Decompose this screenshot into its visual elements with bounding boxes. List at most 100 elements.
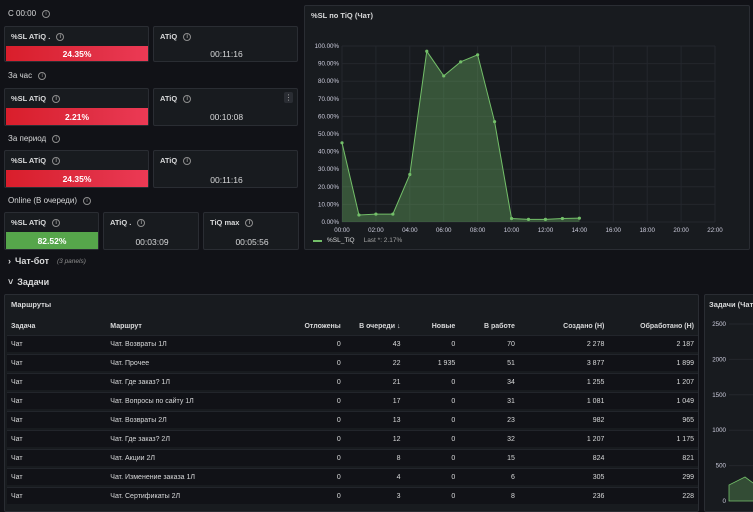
y-tick-label: 20.00% — [318, 184, 339, 191]
table-row[interactable]: Чат Чат. Где заказ? 2Л 0 12 0 32 1 207 1 175 — [7, 430, 698, 447]
row-toggle-chatbot[interactable]: › Чат-бот (3 panels) — [8, 256, 86, 266]
table-row[interactable]: Чат Чат. Где заказ? 1Л 0 21 0 34 1 255 1 207 — [7, 373, 698, 390]
table-cell: 6 — [459, 468, 519, 485]
info-icon[interactable]: i — [52, 218, 61, 227]
table-cell: 0 — [279, 487, 345, 504]
section-last-hour: За час i — [8, 71, 47, 80]
info-icon[interactable]: i — [52, 156, 61, 165]
stat-panel-sl-online[interactable]: %SL ATiQ i 82.52% — [4, 212, 99, 250]
table-row[interactable]: Чат Чат. Возвраты 1Л 0 43 0 70 2 278 2 187 — [7, 335, 698, 352]
info-icon[interactable]: i — [183, 156, 192, 165]
table-cell: 1 255 — [518, 373, 609, 390]
table-cell: 3 — [344, 487, 405, 504]
stat-panel-sl-hour[interactable]: %SL ATiQ i 2.21% — [4, 88, 149, 126]
stat-panel-sl-period[interactable]: %SL ATiQ i 24.35% — [4, 150, 149, 188]
chart-legend[interactable]: %SL_TiQ Last *: 2.17% — [313, 237, 402, 244]
table-cell: 0 — [279, 354, 345, 371]
info-icon[interactable]: i — [183, 94, 192, 103]
stat-panel-atiq-online[interactable]: ATiQ . i 00:03:09 — [103, 212, 199, 250]
legend-label: %SL_TiQ — [327, 237, 355, 244]
chart-panel-sl-tiq[interactable]: %SL по TiQ (Чат) 100.00% 90.00% 80.00% 70.0… — [304, 5, 750, 250]
table-cell: 8 — [344, 449, 405, 466]
stat-panel-tiq-max[interactable]: TiQ max i 00:05:56 — [203, 212, 299, 250]
table-cell: 3 877 — [518, 354, 609, 371]
x-tick-label: 10:00 — [504, 227, 520, 234]
table-cell: 0 — [404, 430, 460, 447]
table-cell: 299 — [608, 468, 698, 485]
y-tick-label: 50.00% — [318, 131, 339, 138]
table-cell: Чат. Вопросы по сайту 1Л — [106, 392, 280, 409]
info-icon[interactable]: i — [183, 32, 192, 41]
y-tick-label: 1500 — [712, 392, 726, 399]
table-row[interactable]: Чат Чат. Возвраты 2Л 0 13 0 23 982 965 — [7, 411, 698, 428]
column-header[interactable]: В работе — [484, 322, 515, 330]
info-icon[interactable]: i — [137, 218, 146, 227]
column-header[interactable]: Маршрут — [110, 322, 142, 330]
table-cell: 0 — [279, 449, 345, 466]
panel-menu-icon[interactable]: ⋮ — [284, 92, 293, 103]
table-row[interactable]: Чат Чат. Прочее 0 22 1 935 51 3 877 1 899 — [7, 354, 698, 371]
row-toggle-tasks[interactable]: ˅ Задачи — [8, 277, 50, 287]
table-cell: Чат — [7, 373, 107, 390]
x-tick-label: 22:00 — [707, 227, 723, 234]
info-icon[interactable]: i — [245, 218, 254, 227]
x-tick-label: 18:00 — [639, 227, 655, 234]
table-cell: Чат — [7, 430, 107, 447]
table-cell: Чат — [7, 354, 107, 371]
x-tick-label: 14:00 — [572, 227, 588, 234]
table-cell: 236 — [518, 487, 609, 504]
y-tick-label: 500 — [716, 463, 727, 470]
table-cell: Чат. Где заказ? 1Л — [106, 373, 280, 390]
table-cell: 8 — [459, 487, 519, 504]
data-point — [425, 49, 429, 53]
tasks-chart-panel[interactable]: Задачи (Чат 2500 2000 1500 1000 500 0 — [704, 294, 753, 512]
table-cell: Чат. Прочее — [106, 354, 280, 371]
chevron-down-icon: ˅ — [8, 277, 14, 287]
stat-panel-atiq-today[interactable]: ATiQ i 00:11:16 — [153, 26, 298, 62]
table-cell: 32 — [459, 430, 519, 447]
table-cell: 305 — [518, 468, 609, 485]
tasks-chart-title: Задачи (Чат — [709, 300, 753, 309]
info-icon[interactable]: i — [56, 32, 65, 41]
table-cell: 0 — [279, 373, 345, 390]
routes-panel[interactable]: Маршруты Задача Маршрут Отложены В очереди … — [4, 294, 699, 512]
info-icon[interactable]: i — [42, 9, 51, 18]
info-icon[interactable]: i — [52, 94, 61, 103]
table-cell: Чат. Где заказ? 2Л — [106, 430, 280, 447]
stat-panel-sl-today[interactable]: %SL ATiQ . i 24.35% — [4, 26, 149, 62]
stat-panel-atiq-hour[interactable]: ATiQ i ⋮ 00:10:08 — [153, 88, 298, 126]
table-row[interactable]: Чат Чат. Сертификаты 2Л 0 3 0 8 236 228 — [7, 487, 698, 504]
table-cell: 1 207 — [608, 373, 698, 390]
table-cell: 15 — [459, 449, 519, 466]
stat-title: %SL ATiQ — [11, 218, 47, 227]
column-header[interactable]: Отложены — [304, 322, 341, 330]
data-point — [442, 74, 446, 78]
info-icon[interactable]: i — [38, 71, 47, 80]
column-header[interactable]: Обработано (Н) — [640, 322, 694, 330]
x-tick-label: 00:00 — [334, 227, 350, 234]
table-header-row: Задача Маршрут Отложены В очереди ↓ Новые В р… — [7, 319, 698, 333]
sl-chart-svg: 100.00% 90.00% 80.00% 70.00% 60.00% 50.00% 40.… — [315, 43, 724, 234]
data-point — [391, 212, 395, 216]
stat-value-tiq-max: 00:05:56 — [235, 237, 269, 247]
table-cell: 1 175 — [608, 430, 698, 447]
table-row[interactable]: Чат Чат. Акции 2Л 0 8 0 15 824 821 — [7, 449, 698, 466]
table-cell: 0 — [404, 373, 460, 390]
table-row[interactable]: Чат Чат. Вопросы по сайту 1Л 0 17 0 31 1 081 1 … — [7, 392, 698, 409]
column-header[interactable]: Создано (Н) — [563, 322, 605, 330]
legend-swatch — [313, 239, 322, 242]
stat-panel-atiq-period[interactable]: ATiQ i 00:11:16 — [153, 150, 298, 188]
data-point — [543, 217, 548, 221]
data-point — [476, 53, 480, 57]
table-row[interactable]: Чат Чат. Изменение заказа 1Л 0 4 0 6 305 299 — [7, 468, 698, 485]
data-point — [560, 216, 565, 221]
column-header[interactable]: Задача — [11, 322, 36, 330]
column-header[interactable]: Новые — [431, 322, 456, 330]
data-point — [374, 212, 378, 216]
table-cell: 2 187 — [608, 335, 698, 352]
info-icon[interactable]: i — [52, 134, 61, 143]
info-icon[interactable]: i — [82, 196, 91, 205]
stat-value-atiq-period: 00:11:16 — [210, 175, 243, 185]
column-header[interactable]: В очереди ↓ — [359, 322, 401, 330]
y-tick-label: 1000 — [712, 427, 726, 434]
